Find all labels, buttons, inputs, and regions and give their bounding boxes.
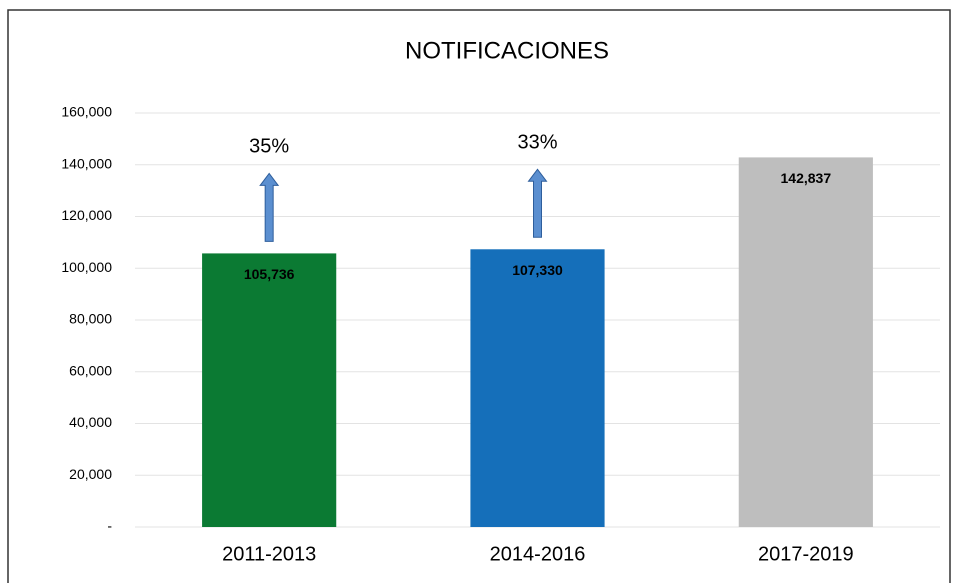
- arrow: [527, 168, 548, 238]
- y-tick-label: 120,000: [61, 207, 112, 223]
- y-tick-label: 80,000: [69, 311, 112, 327]
- value-label: 105,736: [244, 266, 295, 282]
- y-tick-label: 20,000: [69, 466, 112, 482]
- annotation: 35%: [249, 136, 289, 158]
- y-tick-label: 160,000: [61, 104, 112, 120]
- value-label: 107,330: [512, 262, 563, 278]
- annotation: 33%: [517, 132, 557, 154]
- value-label: 142,837: [781, 170, 832, 186]
- y-tick-label: 40,000: [69, 414, 112, 430]
- bar: [470, 249, 605, 527]
- x-tick-label: 2017-2019: [758, 543, 854, 565]
- x-tick-label: 2011-2013: [222, 543, 316, 565]
- x-tick-label: 2014-2016: [490, 543, 586, 565]
- bar: [202, 253, 337, 528]
- y-tick-label: -: [107, 518, 112, 534]
- chart-title: NOTIFICACIONES: [405, 37, 609, 64]
- arrow: [259, 172, 280, 242]
- bar: [738, 157, 873, 528]
- y-tick-label: 140,000: [61, 155, 112, 171]
- y-tick-label: 60,000: [69, 362, 112, 378]
- y-tick-label: 100,000: [61, 259, 112, 275]
